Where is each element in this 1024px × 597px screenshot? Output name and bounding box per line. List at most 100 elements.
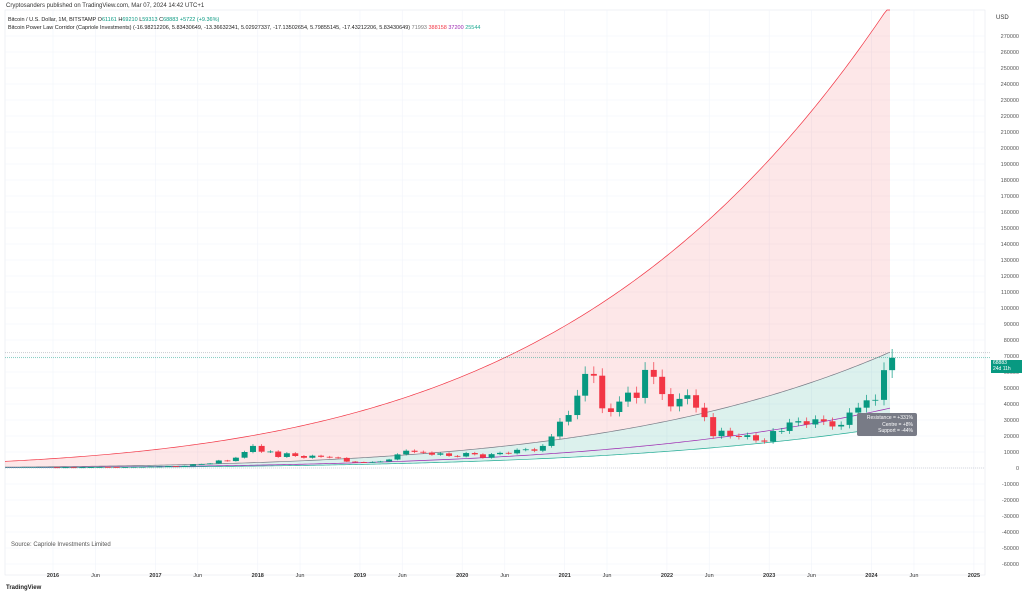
candle-body (190, 464, 197, 466)
candle-body (267, 451, 274, 453)
publisher-line: Cryptosanders published on TradingView.c… (6, 3, 205, 9)
y-tick-label: 140000 (1001, 242, 1019, 248)
tradingview-logo[interactable]: TradingView (6, 585, 42, 591)
candle-body (104, 466, 111, 468)
candle-body (377, 461, 384, 463)
candle-body (718, 430, 725, 437)
x-tick-label: Jun (193, 573, 202, 579)
close-value: 68883 (163, 17, 179, 23)
y-tick-label: 70000 (1004, 354, 1019, 360)
candle-body (770, 431, 777, 442)
candle-body (283, 453, 290, 457)
y-tick-label: -60000 (1002, 562, 1019, 568)
candle-body (224, 460, 231, 462)
x-tick-label: Jun (398, 573, 407, 579)
last-price: 68883 (993, 360, 1007, 366)
source-note: Source: Capriole Investments Limited (11, 542, 111, 548)
candle-body (735, 436, 742, 437)
candle-body (181, 465, 188, 467)
candle-body (198, 464, 205, 465)
y-tick-label: 0 (1016, 466, 1019, 472)
y-tick-label: 110000 (1001, 290, 1019, 296)
candle-body (275, 451, 282, 457)
corridor-top-line (4, 351, 891, 468)
candle-body (531, 449, 538, 451)
candle-body (795, 421, 802, 423)
x-tick-label: Jun (91, 573, 100, 579)
y-tick-label: 260000 (1001, 50, 1019, 56)
y-tick-label: 270000 (1001, 34, 1019, 40)
candle-body (335, 457, 342, 459)
candle-body (369, 461, 376, 463)
candle-body (309, 455, 316, 458)
candle-body (87, 467, 94, 468)
candle-body (556, 421, 563, 437)
candle-body (386, 459, 393, 462)
candle-body (53, 467, 60, 469)
x-tick-label: Jun (807, 573, 816, 579)
candle-body (318, 455, 325, 457)
y-tick-label: -30000 (1002, 514, 1019, 520)
corridor-tooltip: Resistance = +331% Centre = +8% Support … (857, 413, 917, 436)
candle-body (497, 452, 504, 455)
candle-body (625, 392, 632, 402)
candle-body (881, 370, 888, 400)
y-tick-label: 160000 (1001, 210, 1019, 216)
candle-body (693, 395, 700, 408)
candle-body (863, 400, 870, 408)
candle-body (479, 454, 486, 458)
candle-body (505, 452, 512, 454)
candle-body (659, 376, 666, 395)
candle-body (565, 415, 572, 422)
candle-body (642, 369, 649, 398)
resistance-zone-fill (5, 10, 890, 468)
indicator-name[interactable]: Bitcoin Power Law Corridor (Capriole Inv… (8, 25, 411, 31)
candle-body (812, 419, 819, 425)
candle-body (258, 445, 265, 452)
corridor-fill (5, 352, 890, 468)
symbol-name[interactable]: Bitcoin / U.S. Dollar, 1M, BITSTAMP (8, 17, 97, 23)
candle-body (846, 412, 853, 425)
candle-body (207, 463, 214, 465)
y-tick-label: 80000 (1004, 338, 1019, 344)
candle-body (650, 369, 657, 377)
candle-body (411, 450, 418, 452)
candle-body (889, 357, 896, 371)
tooltip-support: Support = -44% (878, 428, 913, 434)
candle-body (122, 467, 129, 468)
c-label: C (159, 17, 164, 23)
candle-body (829, 421, 836, 427)
candle-body (394, 454, 401, 460)
candle-body (62, 467, 69, 469)
candle-body (710, 417, 717, 437)
x-tick-label: 2018 (252, 573, 264, 579)
x-tick-label: Jun (705, 573, 714, 579)
y-tick-label: 230000 (1001, 98, 1019, 104)
candle-body (684, 395, 691, 399)
candle-body (855, 407, 862, 413)
h-label: H (118, 17, 123, 23)
candle-body (599, 375, 606, 409)
plot-area (4, 9, 986, 576)
candle-body (539, 445, 546, 451)
candle-body (701, 407, 708, 418)
candle-body (488, 454, 495, 458)
x-tick-label: 2021 (559, 573, 571, 579)
candle-body (147, 466, 154, 468)
x-tick-label: 2024 (865, 573, 878, 579)
x-tick-label: 2019 (354, 573, 366, 579)
candle-body (667, 394, 674, 407)
y-tick-label: 250000 (1001, 66, 1019, 72)
open-value: 61161 (101, 17, 117, 23)
y-tick-label: 190000 (1001, 162, 1019, 168)
candle-body (437, 453, 444, 455)
o-label: O (97, 17, 102, 23)
currency-label: USD (996, 15, 1009, 21)
indicator-legend: Bitcoin Power Law Corridor (Capriole Inv… (8, 25, 480, 31)
change-value: +5722 (+9.36%) (179, 17, 220, 23)
y-tick-label: 30000 (1004, 418, 1019, 424)
candle-body (778, 430, 785, 432)
candle-body (300, 456, 307, 458)
x-tick-label: 2017 (149, 573, 161, 579)
